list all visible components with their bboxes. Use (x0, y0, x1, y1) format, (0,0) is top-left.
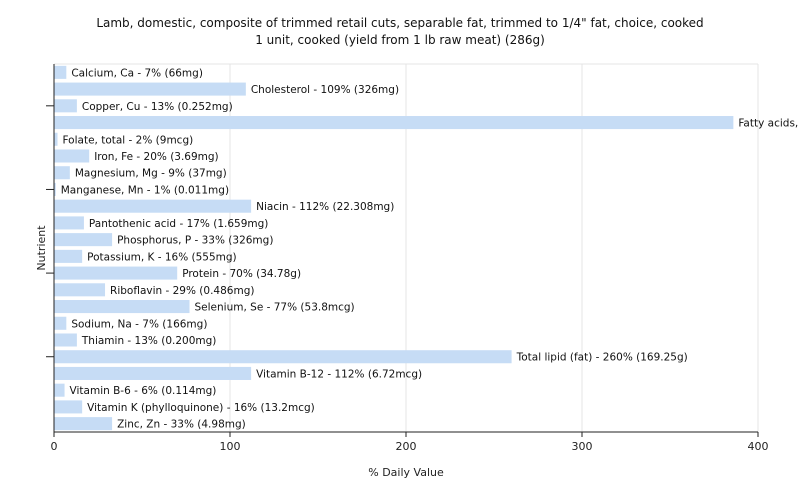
bar-label: Magnesium, Mg - 9% (37mg) (75, 168, 227, 180)
chart-title: Lamb, domestic, composite of trimmed ret… (96, 16, 704, 30)
bar (54, 99, 77, 113)
bar-label: Copper, Cu - 13% (0.252mg) (82, 101, 233, 113)
bar (54, 65, 67, 79)
bars: Calcium, Ca - 7% (66mg) Cholesterol - 109… (54, 65, 800, 431)
bar (54, 400, 83, 414)
bar (54, 333, 77, 347)
bar-label: Calcium, Ca - 7% (66mg) (71, 67, 203, 79)
x-tick-label: 400 (748, 440, 769, 453)
bar (54, 350, 512, 364)
bar-label: Manganese, Mn - 1% (0.011mg) (61, 184, 229, 196)
bar-label: Sodium, Na - 7% (166mg) (71, 318, 207, 330)
bar (54, 166, 70, 180)
bar-label: Iron, Fe - 20% (3.69mg) (94, 151, 218, 163)
bar-label: Selenium, Se - 77% (53.8mcg) (195, 302, 355, 314)
bar-label: Phosphorus, P - 33% (326mg) (117, 235, 273, 247)
x-tick-label: 0 (51, 440, 58, 453)
bar (54, 383, 65, 397)
bar-label: Niacin - 112% (22.308mg) (256, 201, 394, 213)
bar-label: Thiamin - 13% (0.200mg) (81, 335, 217, 347)
bar (54, 300, 190, 314)
bar-label: Fatty acids, total saturated - 386% (77.… (738, 118, 800, 130)
bar (54, 417, 113, 431)
bar-label: Vitamin K (phylloquinone) - 16% (13.2mcg… (87, 402, 315, 414)
x-axis-title: % Daily Value (368, 466, 444, 479)
chart-subtitle: 1 unit, cooked (yield from 1 lb raw meat… (255, 33, 545, 47)
bar-label: Riboflavin - 29% (0.486mg) (110, 285, 254, 297)
bar (54, 283, 106, 297)
x-tick-label: 200 (396, 440, 417, 453)
bar (54, 199, 252, 213)
axes: 0 100 200 300 400 (46, 64, 769, 453)
bar (54, 316, 67, 330)
x-tick-label: 300 (572, 440, 593, 453)
bar-label: Pantothenic acid - 17% (1.659mg) (89, 218, 268, 230)
bar (54, 82, 246, 96)
bar (54, 233, 113, 247)
bar-label: Zinc, Zn - 33% (4.98mg) (117, 419, 246, 431)
bar-label: Total lipid (fat) - 260% (169.25g) (516, 352, 688, 364)
y-axis-title: Nutrient (35, 225, 48, 271)
bar (54, 182, 56, 196)
bar-label: Vitamin B-12 - 112% (6.72mcg) (256, 368, 422, 380)
bar-label: Vitamin B-6 - 6% (0.114mg) (70, 385, 217, 397)
bar (54, 366, 252, 380)
bar-label: Protein - 70% (34.78g) (182, 268, 301, 280)
bar (54, 249, 83, 263)
bar (54, 132, 58, 146)
bar-label: Potassium, K - 16% (555mg) (87, 251, 237, 263)
bar (54, 149, 90, 163)
x-tick-label: 100 (220, 440, 241, 453)
bar (54, 116, 734, 130)
bar-label: Cholesterol - 109% (326mg) (251, 84, 399, 96)
bar (54, 266, 178, 280)
bar-label: Folate, total - 2% (9mcg) (63, 134, 194, 146)
bar (54, 216, 84, 230)
